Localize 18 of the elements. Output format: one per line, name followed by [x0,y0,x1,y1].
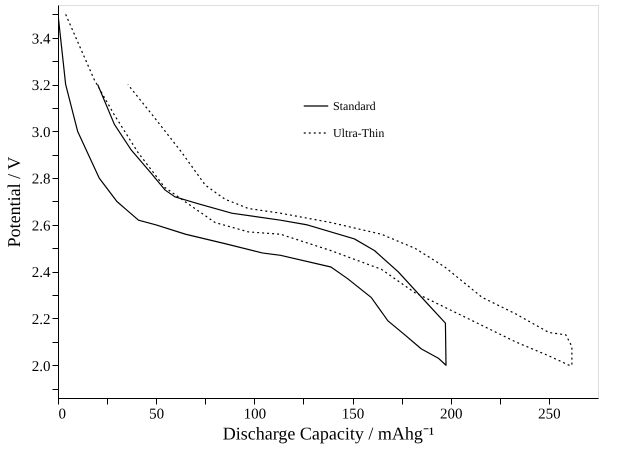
x-axis-title: Discharge Capacity / mAhg⁻¹ [222,424,434,444]
y-tick-label: 3.2 [32,78,50,94]
y-tick-label: 3.4 [32,31,51,48]
x-tick-label: 200 [440,406,462,422]
x-tick-label: 100 [244,406,266,422]
y-tick-label: 2.6 [32,218,51,234]
legend-label: Ultra-Thin [333,126,384,140]
text: 3.0 [32,124,50,141]
y-tick-label: 2.8 [32,172,50,188]
x-tick-label: 50 [149,406,164,422]
legend-label: Standard [333,99,376,113]
y-tick-label: 2.4 [32,265,51,282]
x-tick-label: 250 [538,406,561,422]
y-axis-title: Potential / V [4,156,24,248]
text: 2.0 [32,358,50,375]
x-tick-label: 150 [342,406,364,422]
y-tick-label: 2.2 [32,312,50,328]
x-tick-label: 0 [58,406,66,422]
